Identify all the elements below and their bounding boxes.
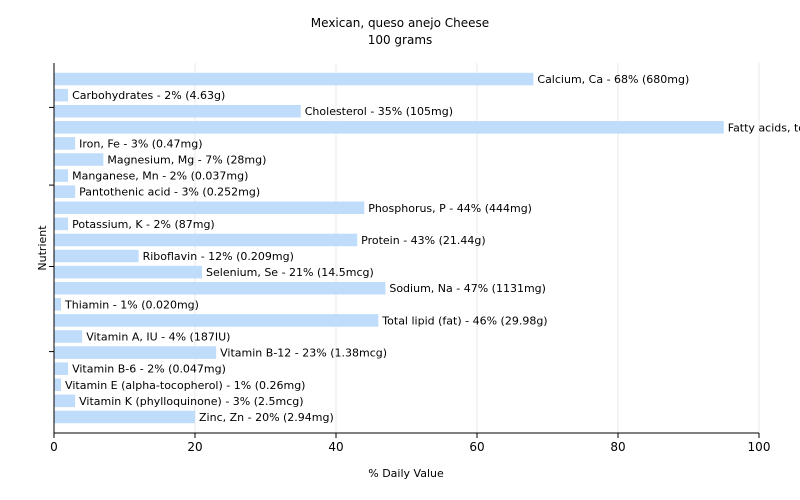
bar: [54, 410, 195, 424]
bar-label: Vitamin B-12 - 23% (1.38mcg): [220, 347, 387, 360]
bar: [54, 137, 76, 150]
bar-label: Sodium, Na - 47% (1131mg): [389, 282, 546, 295]
x-tick-label: 80: [610, 440, 625, 454]
chart-title: Mexican, queso anejo Cheese: [311, 16, 489, 30]
bar: [54, 298, 62, 311]
bar: [54, 72, 534, 86]
bar: [54, 362, 69, 375]
bar: [54, 185, 76, 198]
x-tick-label: 60: [469, 440, 484, 454]
bar: [54, 249, 139, 263]
bar-label: Vitamin B-6 - 2% (0.047mg): [72, 363, 226, 376]
bar: [54, 346, 217, 359]
bars: [54, 72, 724, 424]
bar-label: Potassium, K - 2% (87mg): [72, 218, 215, 231]
bar-label: Vitamin K (phylloquinone) - 3% (2.5mcg): [79, 395, 303, 408]
bar-label: Iron, Fe - 3% (0.47mg): [79, 137, 202, 150]
bar: [54, 314, 379, 327]
bar: [54, 394, 76, 408]
bar: [54, 169, 69, 182]
bar: [54, 217, 69, 231]
bar: [54, 378, 62, 392]
bar: [54, 233, 358, 247]
bar-label: Total lipid (fat) - 46% (29.98g): [381, 314, 547, 327]
bar-label: Thiamin - 1% (0.020mg): [64, 298, 199, 311]
axes: [49, 63, 759, 434]
chart-subtitle: 100 grams: [368, 33, 433, 47]
bar: [54, 201, 365, 215]
bar: [54, 88, 69, 102]
bar: [54, 104, 301, 118]
bar: [54, 265, 203, 279]
bar-label: Magnesium, Mg - 7% (28mg): [107, 154, 266, 167]
bar-labels: Calcium, Ca - 68% (680mg) Carbohydrates -…: [64, 73, 800, 424]
x-tick-label: 0: [50, 440, 58, 454]
bar-label: Zinc, Zn - 20% (2.94mg): [199, 411, 334, 424]
x-tick-label: 20: [187, 440, 202, 454]
bar: [54, 330, 83, 343]
bar-label: Cholesterol - 35% (105mg): [305, 105, 453, 118]
bar-label: Vitamin E (alpha-tocopherol) - 1% (0.26m…: [65, 379, 305, 392]
x-axis-title: % Daily Value: [368, 467, 444, 480]
bar-label: Riboflavin - 12% (0.209mg): [143, 250, 294, 263]
x-ticks: 0 20 40 60 80 100: [50, 433, 770, 454]
bar-label: Manganese, Mn - 2% (0.037mg): [72, 170, 248, 183]
bar-label: Carbohydrates - 2% (4.63g): [72, 89, 225, 102]
bar-label: Fatty acids, total saturated - 95% (19.0…: [728, 121, 800, 134]
bar-label: Protein - 43% (21.44g): [361, 234, 486, 247]
y-axis-title: Nutrient: [36, 225, 49, 271]
x-tick-label: 40: [328, 440, 343, 454]
bar-label: Phosphorus, P - 44% (444mg): [368, 202, 532, 215]
bar-label: Selenium, Se - 21% (14.5mcg): [206, 266, 374, 279]
bar: [54, 121, 724, 134]
bar-label: Vitamin A, IU - 4% (187IU): [86, 331, 230, 344]
bar-label: Pantothenic acid - 3% (0.252mg): [79, 186, 260, 199]
bar-label: Calcium, Ca - 68% (680mg): [537, 73, 689, 86]
bar: [54, 281, 386, 295]
x-tick-label: 100: [748, 440, 771, 454]
bar: [54, 153, 104, 166]
